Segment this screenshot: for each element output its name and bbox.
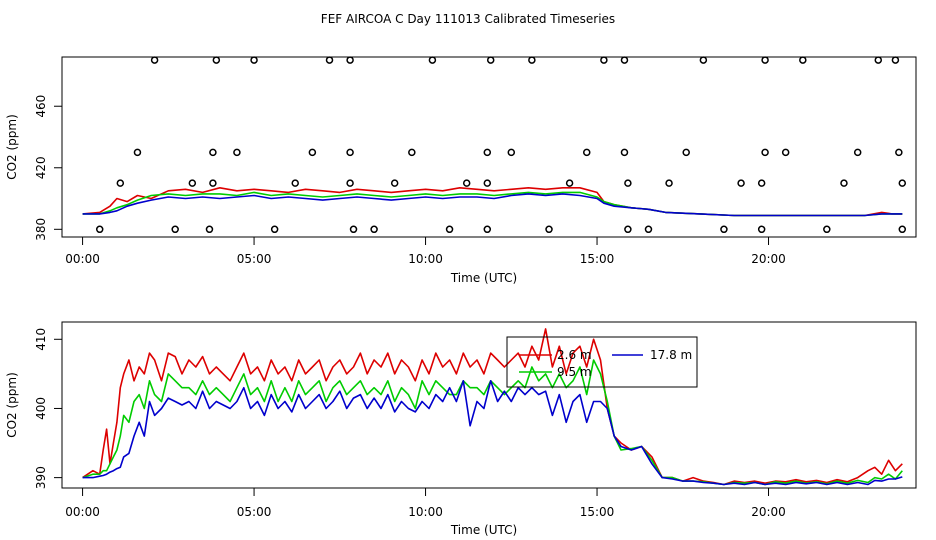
- bottom-x-tick-label: 20:00: [751, 505, 786, 519]
- bottom-x-tick-label: 00:00: [65, 505, 100, 519]
- circles-430-marker: [582, 148, 591, 157]
- top-x-tick-label: 15:00: [580, 252, 615, 266]
- circles-bottom-marker: [171, 225, 179, 234]
- circles-top-marker: [325, 56, 334, 64]
- circles-430-marker: [346, 148, 354, 157]
- legend-label-9-5m: 9.5 m: [557, 365, 592, 379]
- top-flag-circles: [95, 56, 907, 234]
- bottom-x-axis-label: Time (UTC): [450, 523, 517, 537]
- circles-430-marker: [682, 148, 690, 157]
- bottom-y-tick-label: 390: [34, 466, 48, 489]
- circles-top-marker: [486, 56, 495, 64]
- top-y-tick-label: 420: [34, 156, 48, 179]
- bottom-y-tick-label: 410: [34, 328, 48, 351]
- circles-430-marker: [133, 148, 142, 157]
- circles-top-marker: [799, 56, 807, 64]
- bottom-plot-frame: [61, 321, 917, 489]
- circles-bottom-marker: [898, 225, 907, 234]
- top-x-axis-label: Time (UTC): [450, 271, 517, 285]
- circles-bottom-marker: [445, 225, 454, 234]
- top-y-axis: 380 420 460: [34, 95, 62, 241]
- circles-430-marker: [620, 148, 629, 157]
- circles-top-marker: [874, 56, 883, 64]
- bottom-series-h178: [82, 379, 903, 486]
- circles-410-marker: [483, 179, 492, 187]
- circles-bottom-marker: [205, 225, 214, 234]
- circles-top-marker: [891, 56, 900, 64]
- circles-410-marker: [209, 179, 217, 187]
- top-y-axis-label: CO2 (ppm): [5, 114, 19, 180]
- circles-430-marker: [507, 148, 516, 157]
- legend-box: [506, 336, 698, 388]
- circles-top-marker: [600, 56, 608, 64]
- circles-bottom-marker: [95, 225, 104, 234]
- circles-430-marker: [233, 148, 241, 157]
- circles-top-marker: [428, 56, 437, 64]
- circles-bottom-marker: [823, 225, 831, 234]
- circles-410-marker: [624, 179, 632, 187]
- circles-top-marker: [761, 56, 769, 64]
- circles-bottom-marker: [757, 225, 766, 234]
- circles-430-marker: [408, 148, 416, 157]
- top-series-h178: [82, 193, 903, 217]
- circles-410-marker: [462, 179, 471, 187]
- circles-bottom-marker: [349, 225, 358, 234]
- circles-bottom-marker: [720, 225, 728, 234]
- circles-410-marker: [757, 179, 766, 187]
- top-series-lines: [82, 187, 903, 217]
- circles-410-marker: [188, 179, 197, 187]
- legend-label-17-8m: 17.8 m: [650, 348, 692, 362]
- circles-410-marker: [840, 179, 848, 187]
- circles-430-marker: [483, 148, 492, 157]
- top-x-axis: 00:00 05:00 10:00 15:00 20:00: [65, 237, 786, 266]
- circles-410-marker: [116, 179, 125, 187]
- chart-title: FEF AIRCOA C Day 111013 Calibrated Times…: [321, 12, 615, 26]
- top-x-tick-label: 10:00: [408, 252, 443, 266]
- circles-bottom-marker: [644, 225, 653, 234]
- circles-top-marker: [528, 56, 536, 64]
- circles-top-marker: [250, 56, 258, 64]
- circles-410-marker: [898, 179, 907, 187]
- circles-top-marker: [699, 56, 708, 64]
- bottom-y-axis-label: CO2 (ppm): [5, 372, 19, 438]
- bottom-y-tick-label: 400: [34, 397, 48, 420]
- top-x-tick-label: 20:00: [751, 252, 786, 266]
- circles-bottom-marker: [483, 225, 492, 234]
- top-y-tick-label: 460: [34, 95, 48, 118]
- circles-bottom-marker: [270, 225, 279, 234]
- circles-410-marker: [565, 179, 574, 187]
- bottom-x-axis: 00:00 05:00 10:00 15:00 20:00: [65, 488, 786, 519]
- circles-410-marker: [291, 179, 299, 187]
- circles-430-marker: [209, 148, 217, 157]
- top-x-tick-label: 05:00: [237, 252, 272, 266]
- circles-430-marker: [308, 148, 317, 157]
- circles-430-marker: [895, 148, 903, 157]
- circles-430-marker: [761, 148, 769, 157]
- circles-410-marker: [390, 179, 399, 187]
- circles-top-marker: [212, 56, 221, 64]
- bottom-x-tick-label: 05:00: [237, 505, 272, 519]
- circles-bottom-marker: [624, 225, 632, 234]
- top-y-tick-label: 380: [34, 218, 48, 241]
- circles-410-marker: [737, 179, 745, 187]
- circles-top-marker: [150, 56, 159, 64]
- legend: 2.6 m 9.5 m 17.8 m: [506, 336, 698, 388]
- legend-label-2-6m: 2.6 m: [557, 348, 592, 362]
- top-panel: 00:00 05:00 10:00 15:00 20:00 380 420 460 Time…: [5, 56, 917, 285]
- circles-top-marker: [620, 56, 629, 64]
- circles-430-marker: [781, 148, 790, 157]
- top-x-tick-label: 00:00: [65, 252, 100, 266]
- circles-top-marker: [346, 56, 354, 64]
- bottom-series-lines: [82, 328, 903, 486]
- circles-410-marker: [665, 179, 673, 187]
- circles-430-marker: [853, 148, 862, 157]
- bottom-y-axis: 390 400 410: [34, 328, 62, 489]
- circles-bottom-marker: [370, 225, 378, 234]
- circles-bottom-marker: [545, 225, 553, 234]
- bottom-x-tick-label: 15:00: [580, 505, 615, 519]
- circles-410-marker: [346, 179, 354, 187]
- bottom-panel: 00:00 05:00 10:00 15:00 20:00 390 400 410 2.6 …: [5, 321, 917, 537]
- bottom-x-tick-label: 10:00: [408, 505, 443, 519]
